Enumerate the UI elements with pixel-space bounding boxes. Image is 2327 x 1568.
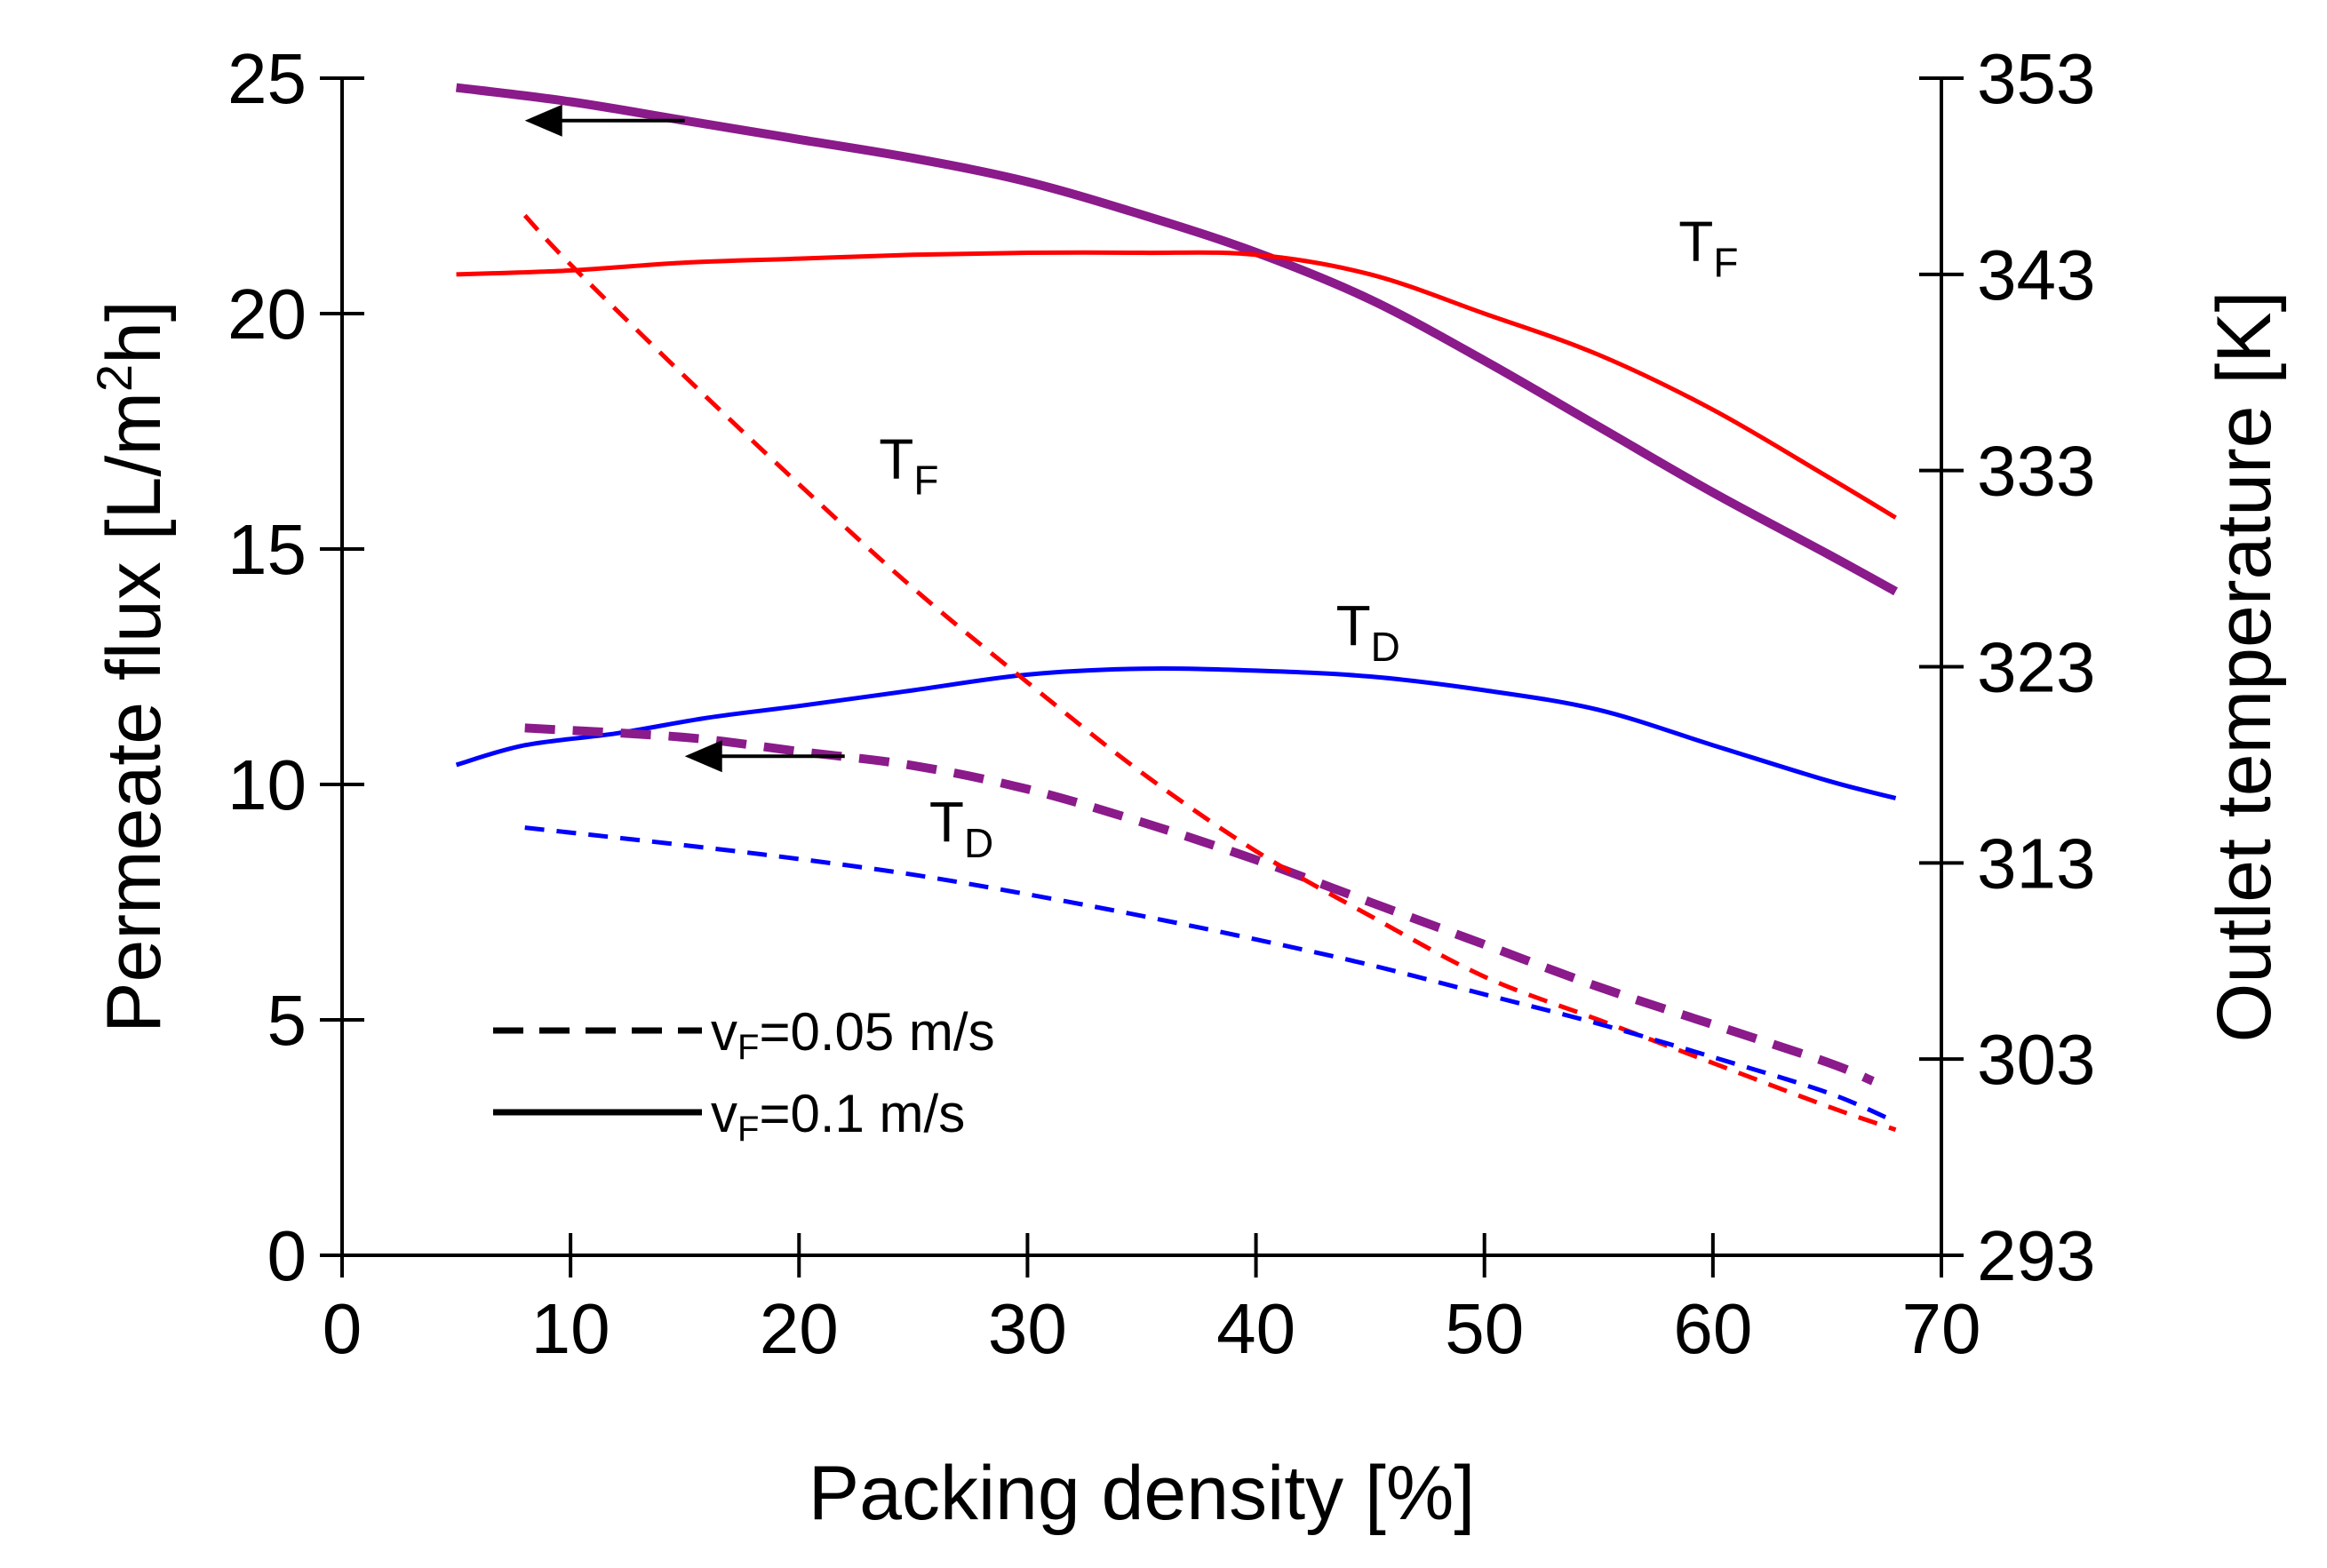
annotation-sub: F <box>1713 239 1738 285</box>
annotation-sub: F <box>913 458 938 504</box>
series-annotation-2: TD <box>1336 593 1400 670</box>
legend-label-main: v <box>711 1002 737 1062</box>
series-line-5 <box>524 825 1897 1125</box>
x-tick-label: 70 <box>1902 1289 1981 1368</box>
y-left-tick-label: 15 <box>227 510 307 589</box>
legend-label-sub: F <box>737 1028 759 1067</box>
series-line-2 <box>455 666 1897 800</box>
y-right-tick-label: 293 <box>1977 1216 2095 1295</box>
y-right-tick-label: 303 <box>1977 1020 2095 1099</box>
y-left-tick-label: 0 <box>267 1216 307 1295</box>
annotation-main: T <box>879 427 913 491</box>
annotation-main: T <box>1678 209 1713 273</box>
x-axis-title: Packing density [%] <box>809 1451 1475 1536</box>
series-line-3 <box>524 723 1875 1086</box>
arrow-head-1 <box>684 740 722 773</box>
y-right-tick-label: 333 <box>1977 432 2095 511</box>
annotation-sub: D <box>964 820 993 866</box>
y-right-tick-label: 343 <box>1977 235 2095 314</box>
legend: vF=0.05 m/svF=0.1 m/s <box>493 1002 995 1149</box>
y-left-tick-label: 5 <box>267 981 307 1060</box>
series-line-0 <box>455 83 1898 596</box>
legend-label-main: v <box>711 1084 737 1143</box>
x-tick-label: 60 <box>1673 1289 1752 1368</box>
y-right-tick-label: 313 <box>1977 824 2095 903</box>
legend-label-1: vF=0.1 m/s <box>711 1084 965 1149</box>
x-tick-label: 40 <box>1216 1289 1295 1368</box>
series-annotation-0: TF <box>1678 209 1738 285</box>
y-left-tick-label: 10 <box>227 745 307 824</box>
y-left-title-main: Permeate flux [L/m <box>92 392 177 1033</box>
axes: 0 10 20 30 40 50 60 70 0 5 10 15 20 25 293 303 313 323 333… <box>86 39 2287 1536</box>
y-right-tick-label: 323 <box>1977 628 2095 707</box>
x-tick-label: 50 <box>1445 1289 1524 1368</box>
arrow-head-0 <box>524 104 562 137</box>
series-layer <box>455 83 1898 1133</box>
legend-label-tail: =0.1 m/s <box>759 1084 965 1143</box>
legend-label-0: vF=0.05 m/s <box>711 1002 995 1067</box>
series-annotation-1: TF <box>879 427 938 504</box>
annotation-main: T <box>1336 593 1371 657</box>
legend-label-tail: =0.05 m/s <box>759 1002 994 1062</box>
x-tick-label: 20 <box>760 1289 839 1368</box>
x-tick-label: 30 <box>988 1289 1067 1368</box>
series-line-4 <box>522 213 1897 1133</box>
y-left-title-sup: 2 <box>86 364 142 392</box>
y-left-tick-label: 25 <box>227 39 307 118</box>
annotation-sub: D <box>1371 624 1400 670</box>
series-annotation-3: TD <box>929 790 993 866</box>
legend-label-sub: F <box>737 1110 759 1149</box>
y-right-axis-title: Outlet temperature [K] <box>2202 291 2287 1042</box>
y-right-tick-label: 353 <box>1977 39 2095 118</box>
y-left-axis-title: Permeate flux [L/m2h] <box>86 300 177 1033</box>
y-left-title-tail: h] <box>92 300 177 364</box>
x-tick-label: 0 <box>323 1289 363 1368</box>
x-tick-label: 10 <box>531 1289 610 1368</box>
annotation-main: T <box>929 790 964 854</box>
y-left-tick-label: 20 <box>227 275 307 354</box>
series-line-1 <box>456 250 1897 520</box>
